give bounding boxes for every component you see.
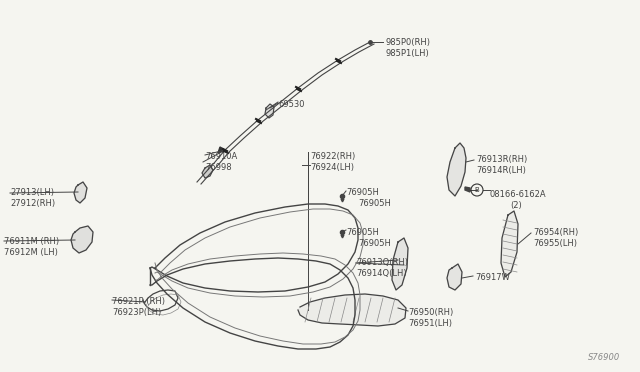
Text: 76905H: 76905H — [346, 228, 379, 237]
Polygon shape — [265, 104, 274, 118]
Polygon shape — [501, 211, 518, 277]
Text: 76923P(LH): 76923P(LH) — [112, 308, 161, 317]
Polygon shape — [218, 147, 225, 153]
Text: 76914Q(LH): 76914Q(LH) — [356, 269, 406, 278]
Text: 08166-6162A: 08166-6162A — [490, 190, 547, 199]
Text: S76900: S76900 — [588, 353, 620, 362]
Polygon shape — [74, 182, 87, 203]
Polygon shape — [202, 165, 213, 178]
Text: 76905H: 76905H — [358, 199, 391, 208]
Text: 76950(RH): 76950(RH) — [408, 308, 453, 317]
Text: 76914R(LH): 76914R(LH) — [476, 166, 526, 175]
Text: 76924(LH): 76924(LH) — [310, 163, 354, 172]
Text: 985P0(RH): 985P0(RH) — [385, 38, 430, 47]
Text: 76911M (RH): 76911M (RH) — [4, 237, 59, 246]
Text: 76921P (RH): 76921P (RH) — [112, 297, 165, 306]
Text: 76905H: 76905H — [358, 239, 391, 248]
Text: 76917W: 76917W — [475, 273, 510, 282]
Text: 27913(LH): 27913(LH) — [10, 188, 54, 197]
Text: 76913R(RH): 76913R(RH) — [476, 155, 527, 164]
Text: 69530: 69530 — [278, 100, 305, 109]
Polygon shape — [298, 294, 406, 326]
Text: 76998: 76998 — [205, 163, 232, 172]
Polygon shape — [392, 238, 408, 290]
Text: 76922(RH): 76922(RH) — [310, 152, 355, 161]
Text: 76954(RH): 76954(RH) — [533, 228, 579, 237]
Text: 76955(LH): 76955(LH) — [533, 239, 577, 248]
Text: B: B — [475, 187, 479, 193]
Text: 76905H: 76905H — [346, 188, 379, 197]
Text: 76951(LH): 76951(LH) — [408, 319, 452, 328]
Text: 985P1(LH): 985P1(LH) — [385, 49, 429, 58]
Text: 76912M (LH): 76912M (LH) — [4, 248, 58, 257]
Text: 27912(RH): 27912(RH) — [10, 199, 55, 208]
Text: (2): (2) — [510, 201, 522, 210]
Polygon shape — [71, 226, 93, 253]
Text: 76910A: 76910A — [205, 152, 237, 161]
Polygon shape — [465, 187, 470, 192]
Text: 76913Q(RH): 76913Q(RH) — [356, 258, 408, 267]
Polygon shape — [447, 264, 462, 290]
Polygon shape — [447, 143, 466, 196]
